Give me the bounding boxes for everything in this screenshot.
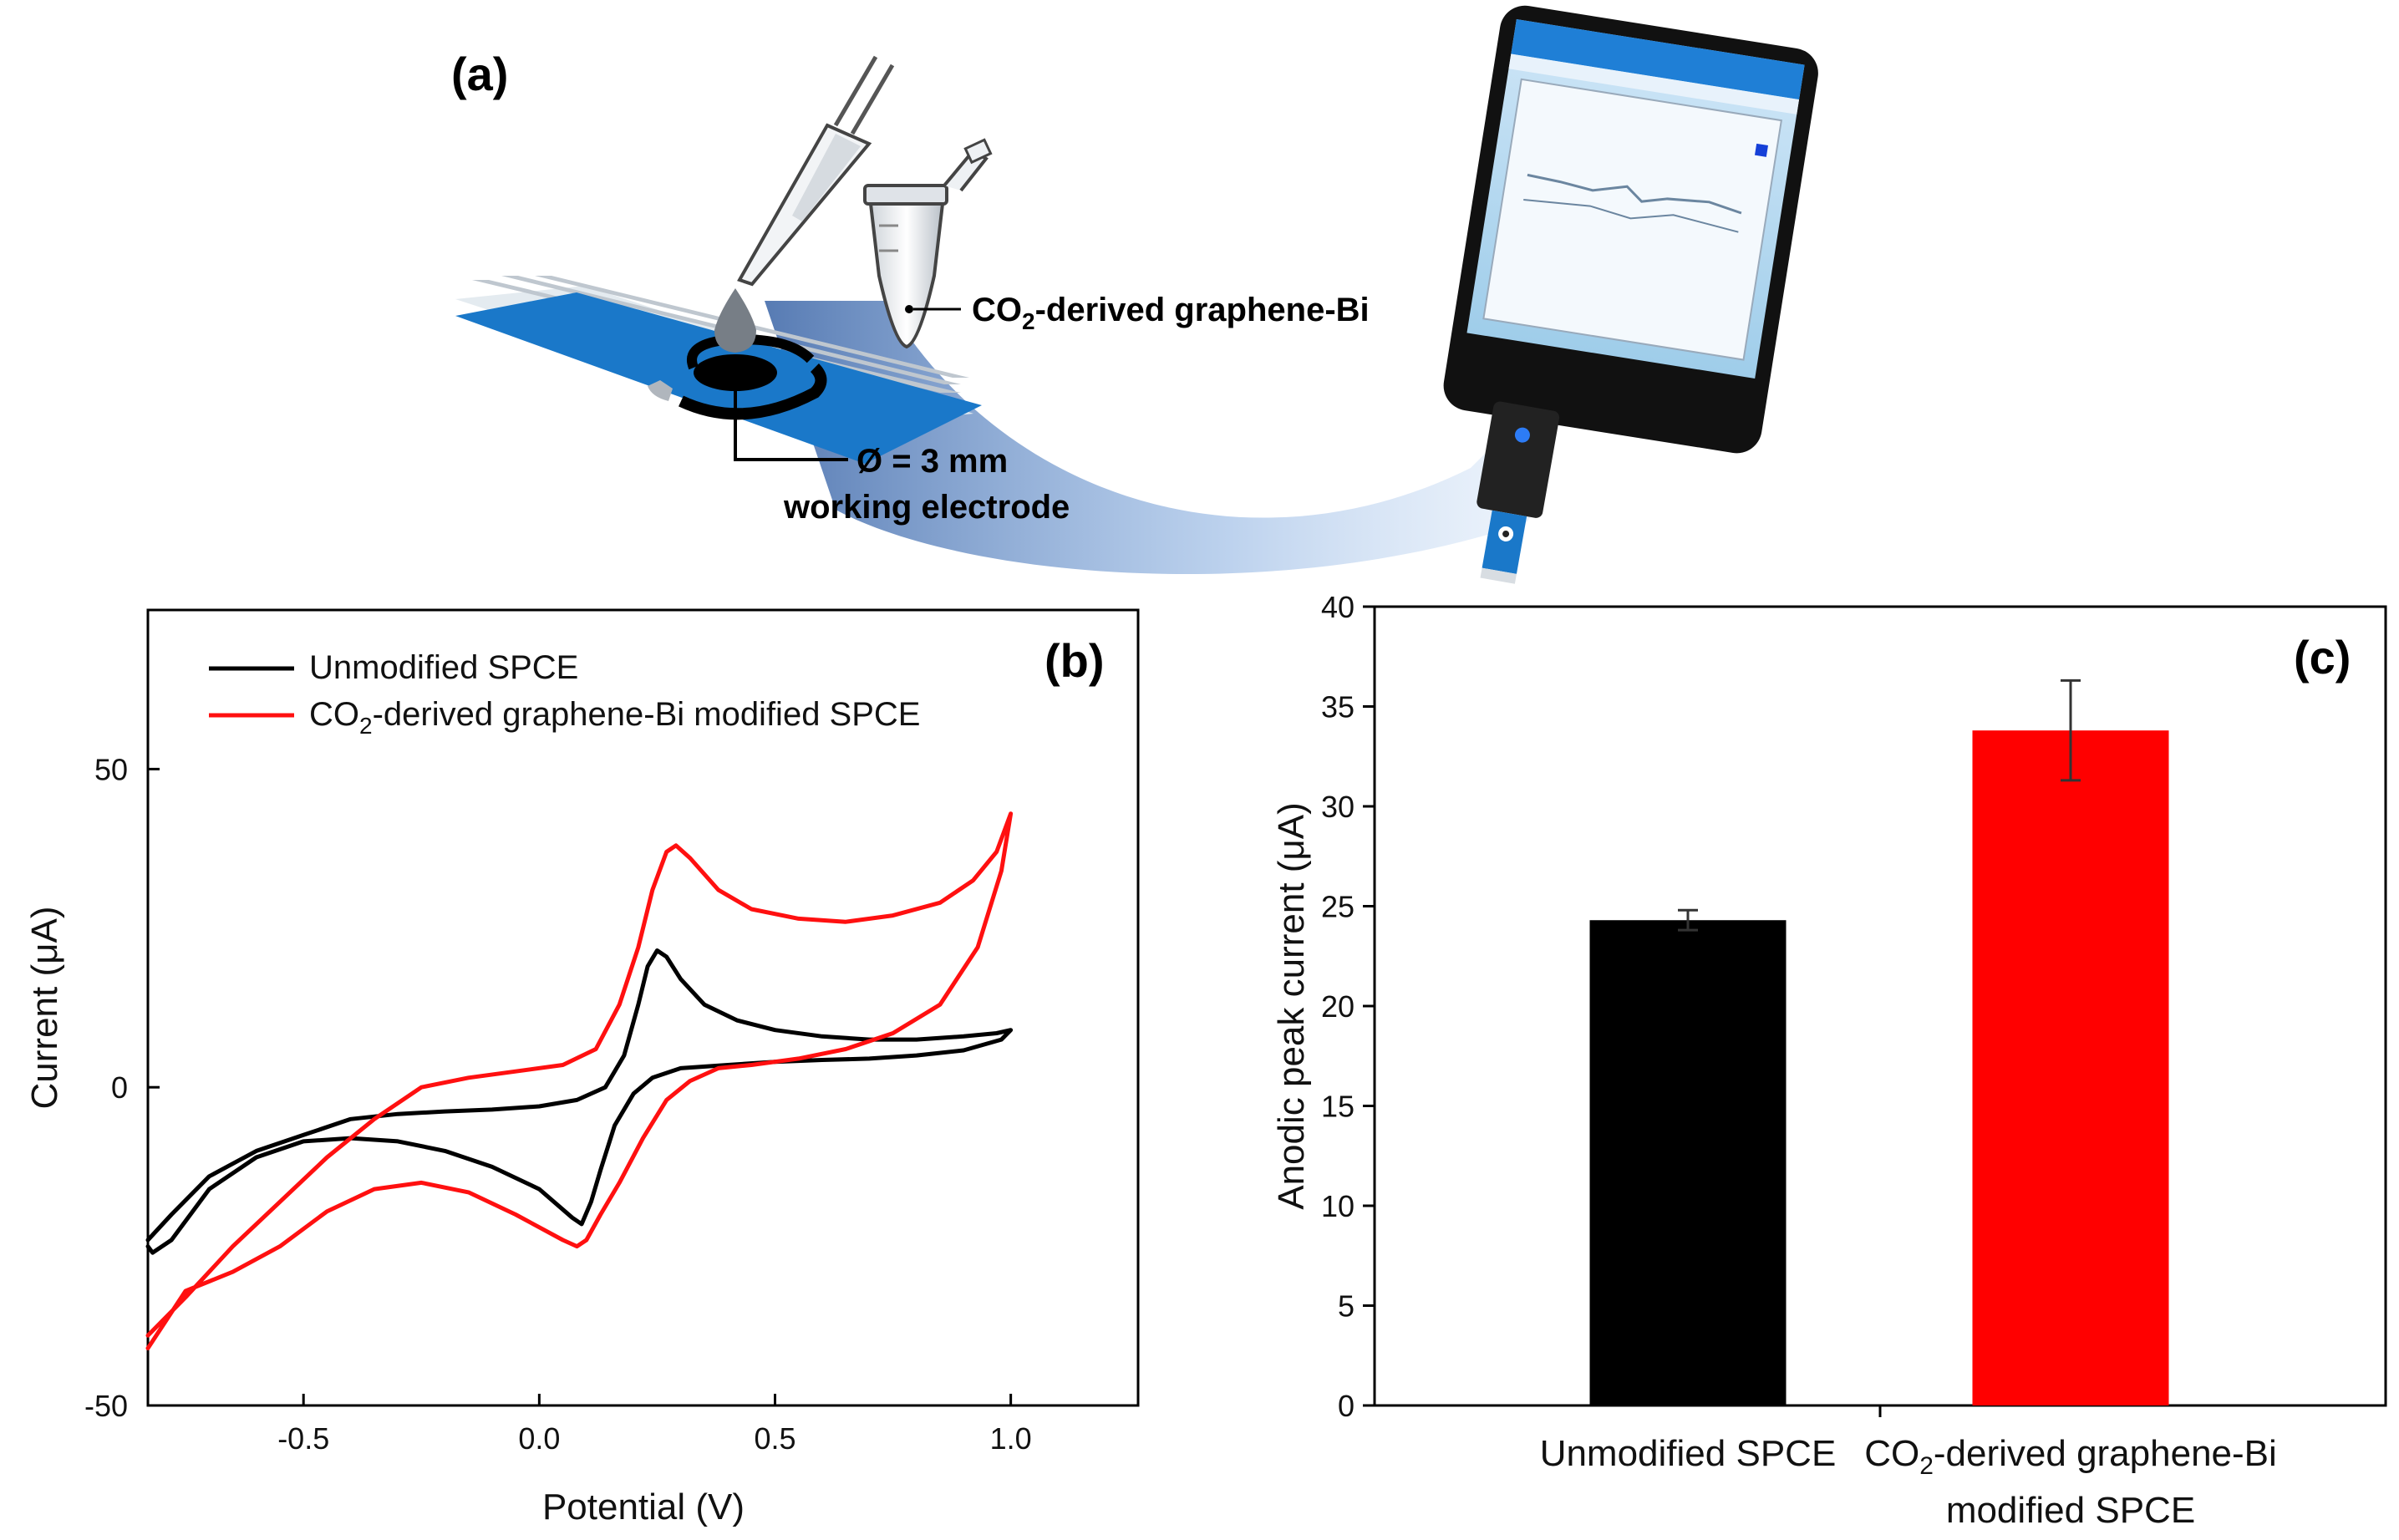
cv-x-axis-title: Potential (V) bbox=[542, 1487, 745, 1527]
cv-chart: -0.5 0.0 0.5 1.0 -50 0 50 Unmodified SPCE CO2-… bbox=[24, 608, 1140, 1527]
cv-x-tick-label: -0.5 bbox=[277, 1421, 329, 1456]
bar-graphene-bi bbox=[1972, 730, 2169, 1405]
bar-y-ticks: 0 5 10 15 20 25 30 35 40 bbox=[1321, 590, 1882, 1423]
bar-chart: 0 5 10 15 20 25 30 35 40 Unmodified SPCE CO2-deri… bbox=[1271, 590, 2387, 1531]
pipette-icon bbox=[737, 55, 895, 287]
cv-series bbox=[145, 811, 1014, 1350]
bar-y-tick-label: 20 bbox=[1321, 989, 1355, 1024]
bar-y-tick-label: 0 bbox=[1338, 1389, 1355, 1423]
tube-icon bbox=[863, 138, 993, 349]
bar-plot-frame bbox=[1373, 605, 2387, 1407]
cv-x-tick-label: 1.0 bbox=[990, 1421, 1032, 1456]
cv-series-graphene-bi bbox=[145, 811, 1014, 1350]
bar-y-tick-label: 5 bbox=[1338, 1289, 1355, 1324]
bar-y-axis-title: Anodic peak current (μA) bbox=[1271, 802, 1312, 1210]
bar-y-tick-label: 35 bbox=[1321, 690, 1355, 724]
bar-y-tick-label: 15 bbox=[1321, 1090, 1355, 1124]
bar-category-label-line2: modified SPCE bbox=[1946, 1490, 2195, 1531]
cv-x-ticks: -0.5 0.0 0.5 1.0 bbox=[277, 1394, 1032, 1456]
material-label: CO2-derived graphene-Bi bbox=[972, 292, 1370, 334]
legend-entry: CO2-derived graphene-Bi modified SPCE bbox=[309, 696, 920, 739]
cv-y-tick-label: 0 bbox=[111, 1070, 128, 1105]
bar-series bbox=[1589, 679, 2169, 1405]
cv-series-unmodified bbox=[145, 948, 1014, 1255]
cv-x-tick-label: 0.5 bbox=[754, 1421, 795, 1456]
bar-unmodified bbox=[1589, 920, 1787, 1405]
cv-x-tick-label: 0.0 bbox=[518, 1421, 560, 1456]
potentiostat-dongle-icon bbox=[1477, 401, 1560, 584]
smartphone-icon bbox=[1443, 5, 1818, 454]
diameter-label: Ø = 3 mm bbox=[856, 443, 1008, 480]
bar-y-tick-label: 25 bbox=[1321, 890, 1355, 924]
panel-c-label: (c) bbox=[2294, 631, 2351, 684]
panel-a-label: (a) bbox=[451, 48, 508, 100]
cv-legend: Unmodified SPCE CO2-derived graphene-Bi m… bbox=[209, 649, 920, 739]
bar-y-tick-label: 30 bbox=[1321, 790, 1355, 824]
panel-b-label: (b) bbox=[1044, 634, 1105, 687]
panel-a: (a) bbox=[451, 5, 1818, 584]
bar-x-tick-labels: Unmodified SPCE CO2-derived graphene-Bi mo… bbox=[1540, 1433, 2277, 1531]
bar-y-tick-label: 40 bbox=[1321, 590, 1355, 624]
electrode-pointer bbox=[734, 374, 848, 461]
transfer-arc bbox=[765, 301, 1535, 575]
cv-y-axis-title: Current (μA) bbox=[24, 907, 65, 1110]
bar-y-tick-label: 10 bbox=[1321, 1189, 1355, 1223]
cv-y-tick-label: -50 bbox=[84, 1389, 128, 1423]
electrode-label: working electrode bbox=[783, 489, 1070, 526]
bar-category-label: Unmodified SPCE bbox=[1540, 1433, 1837, 1474]
cv-y-ticks: -50 0 50 bbox=[84, 752, 160, 1423]
cv-y-tick-label: 50 bbox=[94, 752, 128, 786]
legend-entry: Unmodified SPCE bbox=[309, 649, 578, 686]
bar-category-label: CO2-derived graphene-Bi bbox=[1864, 1433, 2277, 1480]
cv-plot-frame bbox=[146, 608, 1140, 1407]
droplet-icon bbox=[714, 288, 756, 353]
